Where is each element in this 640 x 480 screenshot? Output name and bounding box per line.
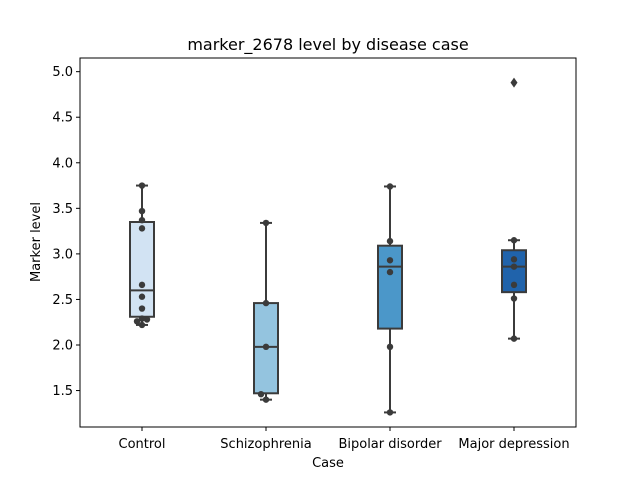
data-point (138, 225, 146, 232)
data-point (257, 391, 265, 398)
y-axis: 1.5 2.0 2.5 3.0 3.5 4.0 4.5 5.0 (52, 65, 80, 399)
y-tick-label: 3.0 (52, 247, 73, 262)
box-group (253, 221, 279, 401)
y-tick-label: 4.0 (52, 156, 73, 171)
x-tick-label: Major depression (458, 437, 569, 452)
data-point (510, 263, 518, 270)
plot-area (129, 77, 527, 416)
data-point (386, 257, 394, 264)
data-point (386, 183, 394, 190)
data-point (510, 295, 518, 302)
data-point (138, 305, 146, 312)
data-point (510, 256, 518, 263)
chart-title: marker_2678 level by disease case (187, 35, 468, 55)
y-tick-label: 2.0 (52, 339, 73, 354)
data-point (138, 182, 146, 189)
data-point (386, 237, 394, 245)
data-point (386, 343, 394, 351)
data-point (138, 216, 146, 224)
data-point (133, 318, 141, 325)
box-group (129, 184, 155, 326)
box-iqr (129, 221, 155, 318)
data-point (510, 237, 518, 244)
data-point (138, 315, 146, 322)
data-point (138, 321, 146, 329)
plot-frame (79, 57, 577, 428)
x-tick-label: Control (119, 437, 166, 452)
data-point (262, 343, 270, 351)
data-point (262, 299, 270, 307)
data-point (262, 396, 270, 403)
data-point (138, 207, 146, 215)
data-point (143, 316, 151, 323)
data-point (138, 293, 146, 300)
x-tick-label: Bipolar disorder (338, 437, 442, 452)
outlier-marker (510, 77, 518, 88)
data-point (510, 335, 518, 342)
y-tick-label: 1.5 (52, 384, 73, 399)
y-axis-label: Marker level (29, 202, 44, 282)
swarm-group (386, 183, 394, 416)
data-point (138, 281, 146, 289)
data-point (386, 268, 394, 276)
y-tick-label: 2.5 (52, 293, 73, 308)
y-tick-label: 4.5 (52, 111, 73, 126)
swarm-group (133, 182, 151, 329)
data-point (386, 409, 394, 416)
data-point (510, 281, 518, 289)
y-tick-label: 5.0 (52, 65, 73, 80)
swarm-group (257, 219, 270, 403)
x-tick-label: Schizophrenia (220, 437, 311, 452)
x-axis-label: Case (312, 456, 344, 471)
y-tick-label: 3.5 (52, 202, 73, 217)
x-axis: Control Schizophrenia Bipolar disorder Majo… (119, 427, 570, 452)
swarm-group (510, 237, 518, 342)
data-point (262, 219, 270, 227)
box-group (377, 185, 403, 414)
